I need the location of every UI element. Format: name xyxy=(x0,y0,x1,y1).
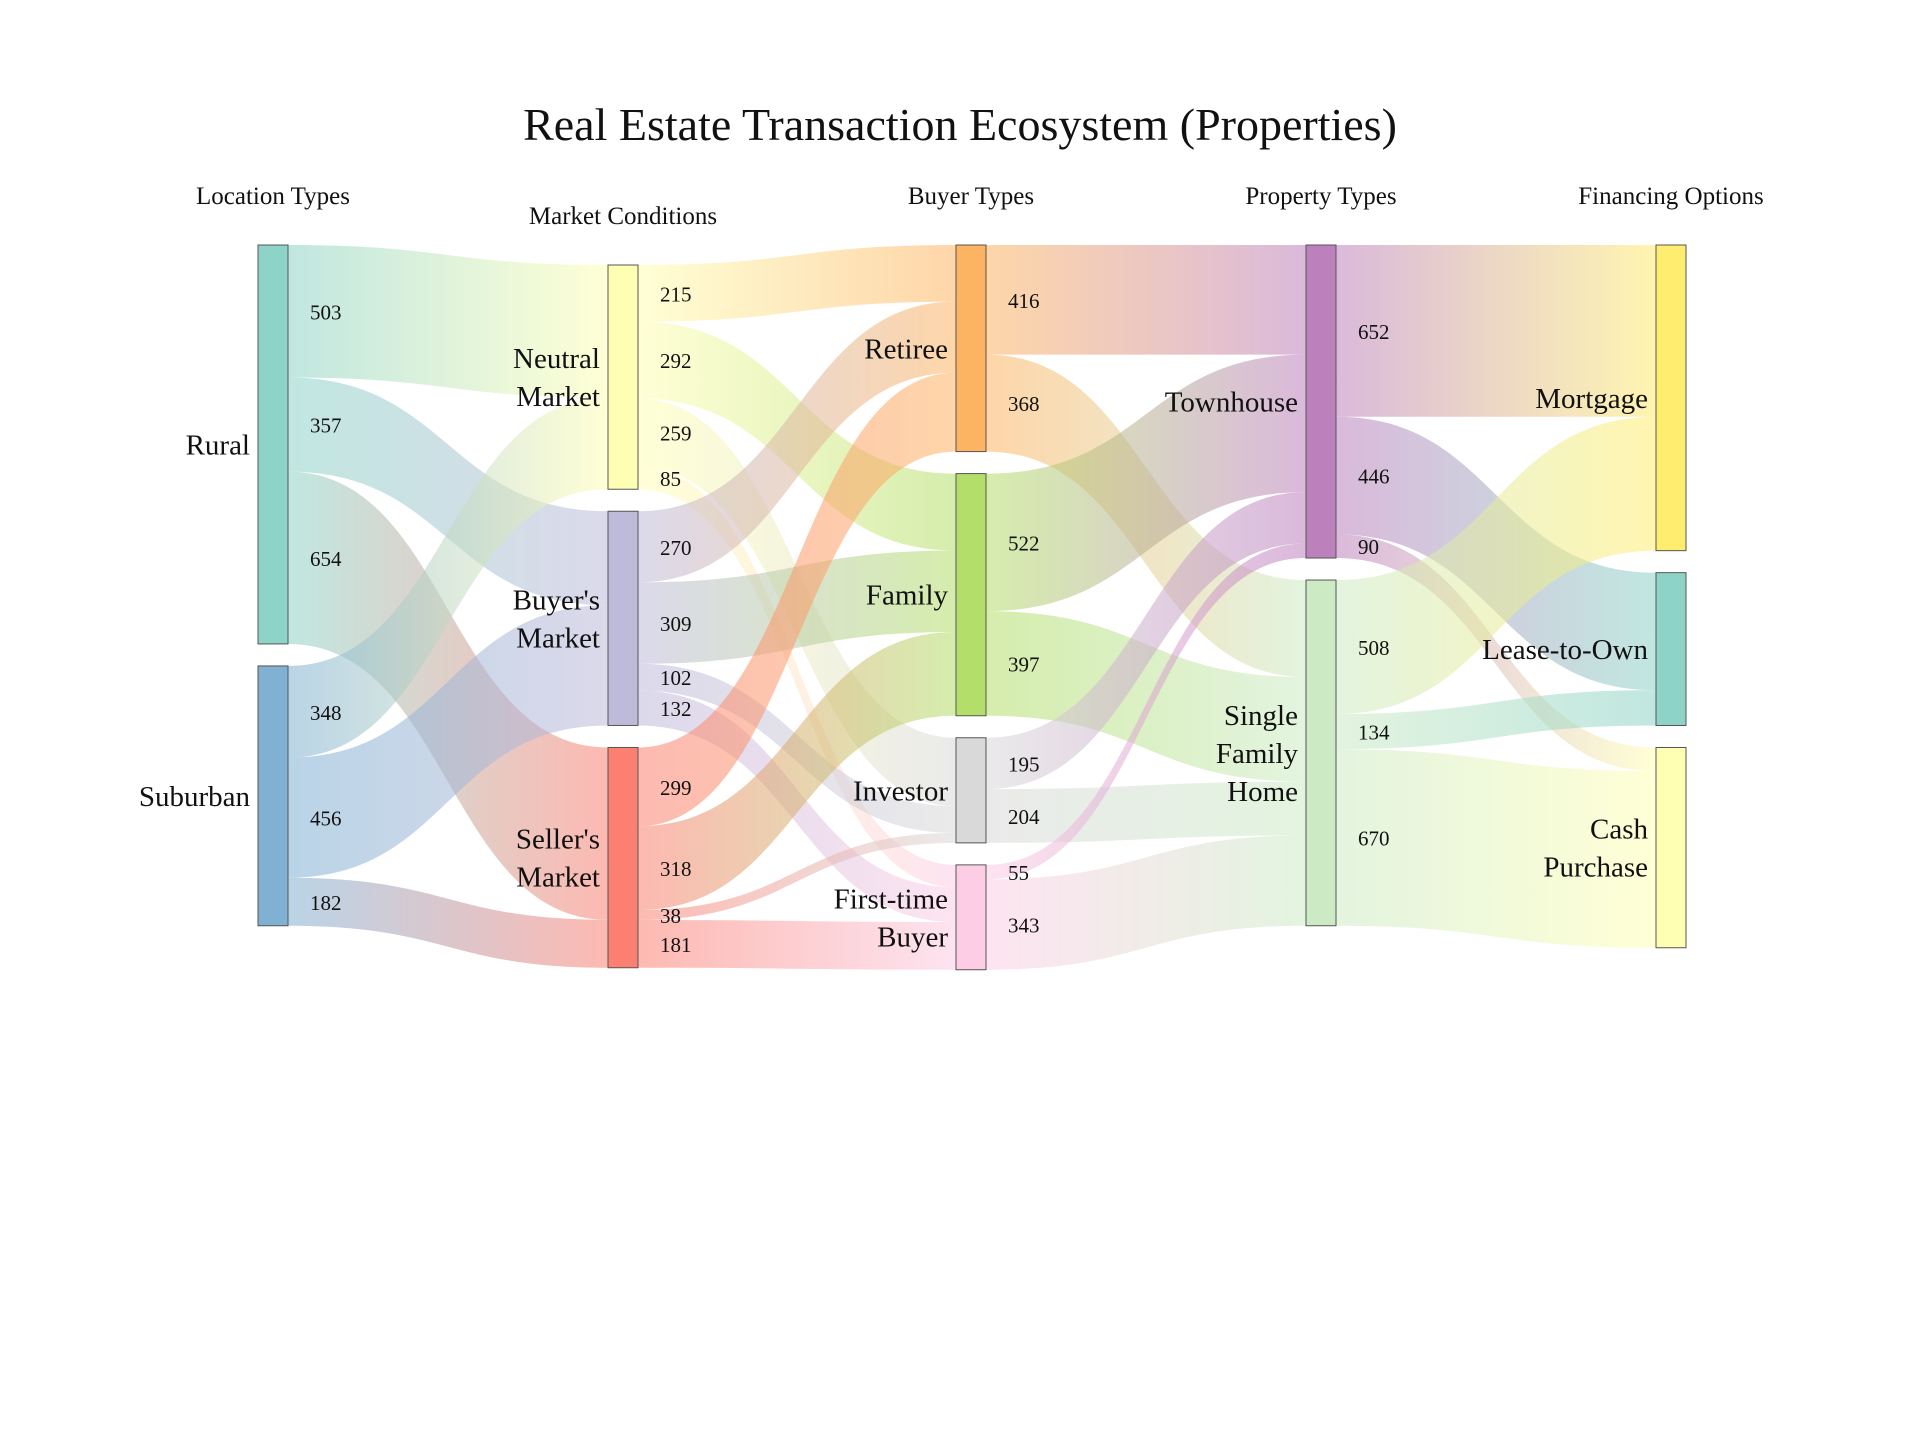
link-family-to-townhouse xyxy=(986,354,1306,612)
sankey-links xyxy=(288,245,1656,970)
link-suburban-to-buyers xyxy=(288,605,608,878)
stage-label-location: Location Types xyxy=(196,183,350,210)
link-value-buyers-to-firsttime: 132 xyxy=(660,697,692,721)
node-label-neutral: Neutral Market xyxy=(513,343,600,413)
link-value-investor-to-sfh: 204 xyxy=(1008,805,1040,829)
node-townhouse xyxy=(1305,244,1337,559)
node-firsttime xyxy=(955,864,987,971)
link-value-sellers-to-firsttime: 181 xyxy=(660,933,692,957)
node-cash xyxy=(1655,746,1687,949)
stage-label-buyer: Buyer Types xyxy=(908,183,1034,210)
link-value-firsttime-to-townhouse: 55 xyxy=(1008,861,1029,885)
link-value-rural-to-sellers: 654 xyxy=(310,547,342,571)
link-suburban-to-sellers xyxy=(288,877,608,968)
link-sfh-to-cash xyxy=(1336,749,1656,948)
node-label-cash: Cash Purchase xyxy=(1543,814,1648,884)
link-sellers-to-family xyxy=(638,631,956,911)
link-value-rural-to-neutral: 503 xyxy=(310,300,342,324)
link-value-rural-to-buyers: 357 xyxy=(310,414,342,438)
link-neutral-to-retiree xyxy=(638,245,956,322)
link-value-neutral-to-retiree: 215 xyxy=(660,282,692,306)
link-value-retiree-to-sfh: 368 xyxy=(1008,392,1040,416)
link-value-neutral-to-family: 292 xyxy=(660,349,692,373)
link-sellers-to-retiree xyxy=(638,372,956,827)
link-investor-to-sfh xyxy=(986,781,1306,843)
link-value-sfh-to-cash: 670 xyxy=(1358,826,1390,850)
link-investor-to-townhouse xyxy=(986,492,1306,790)
link-value-sellers-to-family: 318 xyxy=(660,857,692,881)
node-label-mortgage: Mortgage xyxy=(1535,383,1648,415)
link-value-buyers-to-investor: 102 xyxy=(660,666,692,690)
link-family-to-sfh xyxy=(986,611,1306,782)
link-suburban-to-neutral xyxy=(288,397,608,758)
stage-label-financing: Financing Options xyxy=(1578,183,1763,210)
node-label-rural: Rural xyxy=(186,429,250,461)
node-neutral xyxy=(607,264,639,490)
node-label-investor: Investor xyxy=(853,775,948,807)
stage-label-property: Property Types xyxy=(1245,183,1396,210)
link-value-suburban-to-buyers: 456 xyxy=(310,807,342,831)
node-rural xyxy=(257,244,289,645)
link-rural-to-buyers xyxy=(288,377,608,606)
node-family xyxy=(955,473,987,717)
node-label-retiree: Retiree xyxy=(864,333,948,365)
link-value-suburban-to-neutral: 348 xyxy=(310,701,342,725)
link-retiree-to-townhouse xyxy=(986,245,1306,355)
link-value-family-to-sfh: 397 xyxy=(1008,652,1040,676)
link-value-labels: 503 357 654 348 456 182 215 292 259 85 270 309 102 13… xyxy=(310,282,1390,957)
link-neutral-to-firsttime xyxy=(638,466,956,888)
link-value-retiree-to-townhouse: 416 xyxy=(1008,289,1040,313)
sankey-nodes xyxy=(257,244,1687,971)
node-label-sellers: Seller's Market xyxy=(516,824,600,894)
link-sellers-to-investor xyxy=(638,832,956,921)
node-label-family: Family xyxy=(866,580,949,612)
link-value-firsttime-to-sfh: 343 xyxy=(1008,914,1040,938)
node-label-townhouse: Townhouse xyxy=(1165,387,1298,419)
link-value-neutral-to-investor: 259 xyxy=(660,422,692,446)
link-value-neutral-to-firsttime: 85 xyxy=(660,467,681,491)
link-firsttime-to-sfh xyxy=(986,835,1306,970)
link-sfh-to-lease xyxy=(1336,690,1656,750)
link-value-buyers-to-retiree: 270 xyxy=(660,536,692,560)
link-value-sellers-to-retiree: 299 xyxy=(660,776,692,800)
node-mortgage xyxy=(1655,244,1687,552)
node-sfh xyxy=(1305,579,1337,927)
stage-label-market: Market Conditions xyxy=(529,203,717,230)
link-buyers-to-retiree xyxy=(638,301,956,583)
node-label-lease: Lease-to-Own xyxy=(1482,634,1648,666)
link-value-townhouse-to-lease: 446 xyxy=(1358,465,1390,489)
node-retiree xyxy=(955,244,987,453)
link-value-townhouse-to-mortgage: 652 xyxy=(1358,320,1390,344)
node-investor xyxy=(955,737,987,844)
node-lease xyxy=(1655,572,1687,726)
link-sfh-to-mortgage xyxy=(1336,416,1656,714)
link-value-sfh-to-lease: 134 xyxy=(1358,721,1390,745)
node-label-suburban: Suburban xyxy=(139,781,251,813)
node-label-sfh: Single Family Home xyxy=(1216,700,1299,808)
node-labels: Rural Suburban Neutral Market Buyer's Market S… xyxy=(139,333,1649,953)
link-rural-to-neutral xyxy=(288,245,608,398)
link-firsttime-to-townhouse xyxy=(986,543,1306,880)
link-townhouse-to-mortgage xyxy=(1336,245,1656,417)
link-value-sfh-to-mortgage: 508 xyxy=(1358,636,1390,660)
node-sellers xyxy=(607,746,639,969)
stage-labels: Location Types Market Conditions Buyer Typ… xyxy=(196,183,1764,230)
link-townhouse-to-cash xyxy=(1336,534,1656,772)
node-label-firsttime: First-time Buyer xyxy=(834,883,949,953)
node-suburban xyxy=(257,665,289,927)
chart-title: Real Estate Transaction Ecosystem (Prope… xyxy=(523,99,1397,150)
link-value-buyers-to-family: 309 xyxy=(660,612,692,636)
link-value-investor-to-townhouse: 195 xyxy=(1008,752,1040,776)
link-value-family-to-townhouse: 522 xyxy=(1008,531,1040,555)
link-value-suburban-to-sellers: 182 xyxy=(310,891,342,915)
link-value-townhouse-to-cash: 90 xyxy=(1358,535,1379,559)
link-sellers-to-firsttime xyxy=(638,920,956,970)
link-value-sellers-to-investor: 38 xyxy=(660,904,681,928)
node-buyers xyxy=(607,510,639,726)
node-label-buyers: Buyer's Market xyxy=(513,584,600,654)
